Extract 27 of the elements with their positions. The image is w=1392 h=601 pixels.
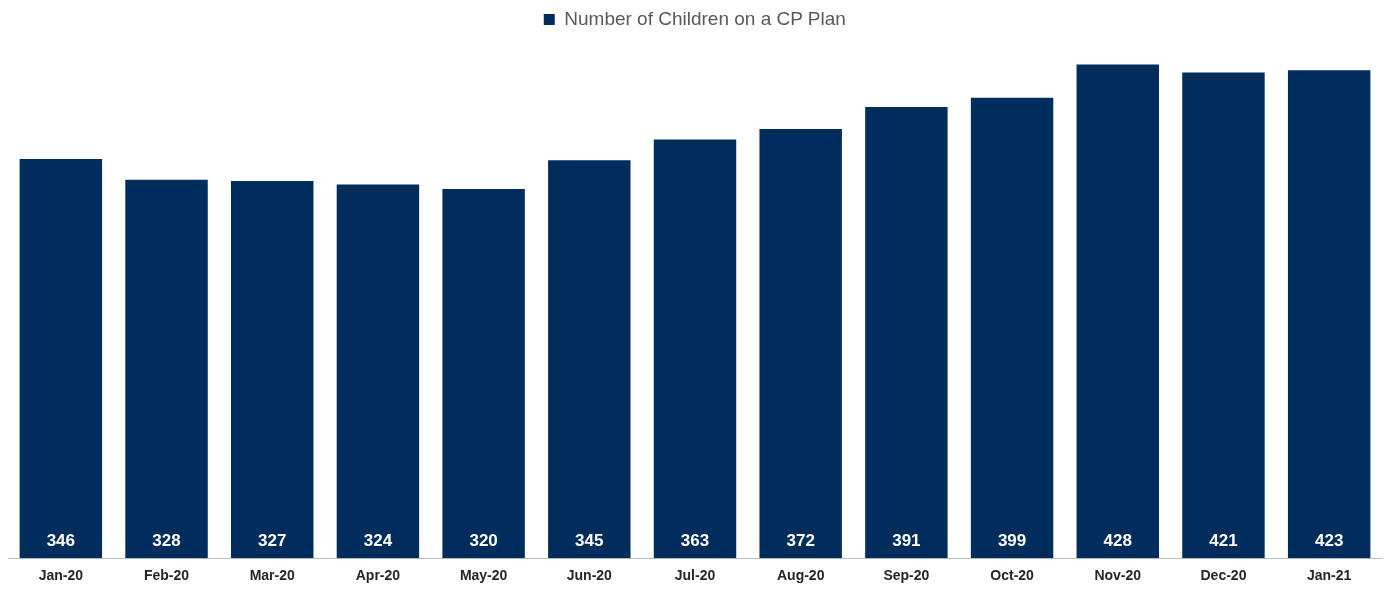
data-label: 423 — [1314, 531, 1344, 551]
data-label: 372 — [786, 531, 815, 551]
data-label: 320 — [469, 531, 498, 551]
data-label: 345 — [575, 531, 604, 551]
data-label: 327 — [258, 531, 287, 551]
data-label: 324 — [363, 531, 393, 551]
data-label: 391 — [892, 531, 921, 551]
x-tick-label: Sep-20 — [883, 567, 930, 584]
data-label: 328 — [152, 531, 181, 551]
data-label: 399 — [997, 531, 1027, 551]
data-label: 428 — [1103, 531, 1132, 551]
x-tick-label: Jan-20 — [38, 567, 84, 584]
x-tick-label: Feb-20 — [143, 567, 190, 584]
x-tick-label: Aug-20 — [776, 567, 825, 584]
x-tick-label: Apr-20 — [355, 567, 401, 584]
data-label: 363 — [680, 531, 710, 551]
x-tick-label: Jul-20 — [674, 567, 716, 584]
x-tick-label: Mar-20 — [249, 567, 296, 584]
data-label: 421 — [1209, 531, 1238, 551]
x-tick-label: Dec-20 — [1200, 567, 1247, 584]
x-tick-label: Nov-20 — [1094, 567, 1142, 584]
x-tick-label: Oct-20 — [990, 567, 1035, 584]
x-tick-label: May-20 — [459, 567, 508, 584]
x-tick-label: Jan-21 — [1306, 567, 1352, 584]
data-label: 346 — [46, 531, 76, 551]
legend-label: Number of Children on a CP Plan — [564, 7, 846, 29]
x-tick-label: Jun-20 — [566, 567, 613, 584]
